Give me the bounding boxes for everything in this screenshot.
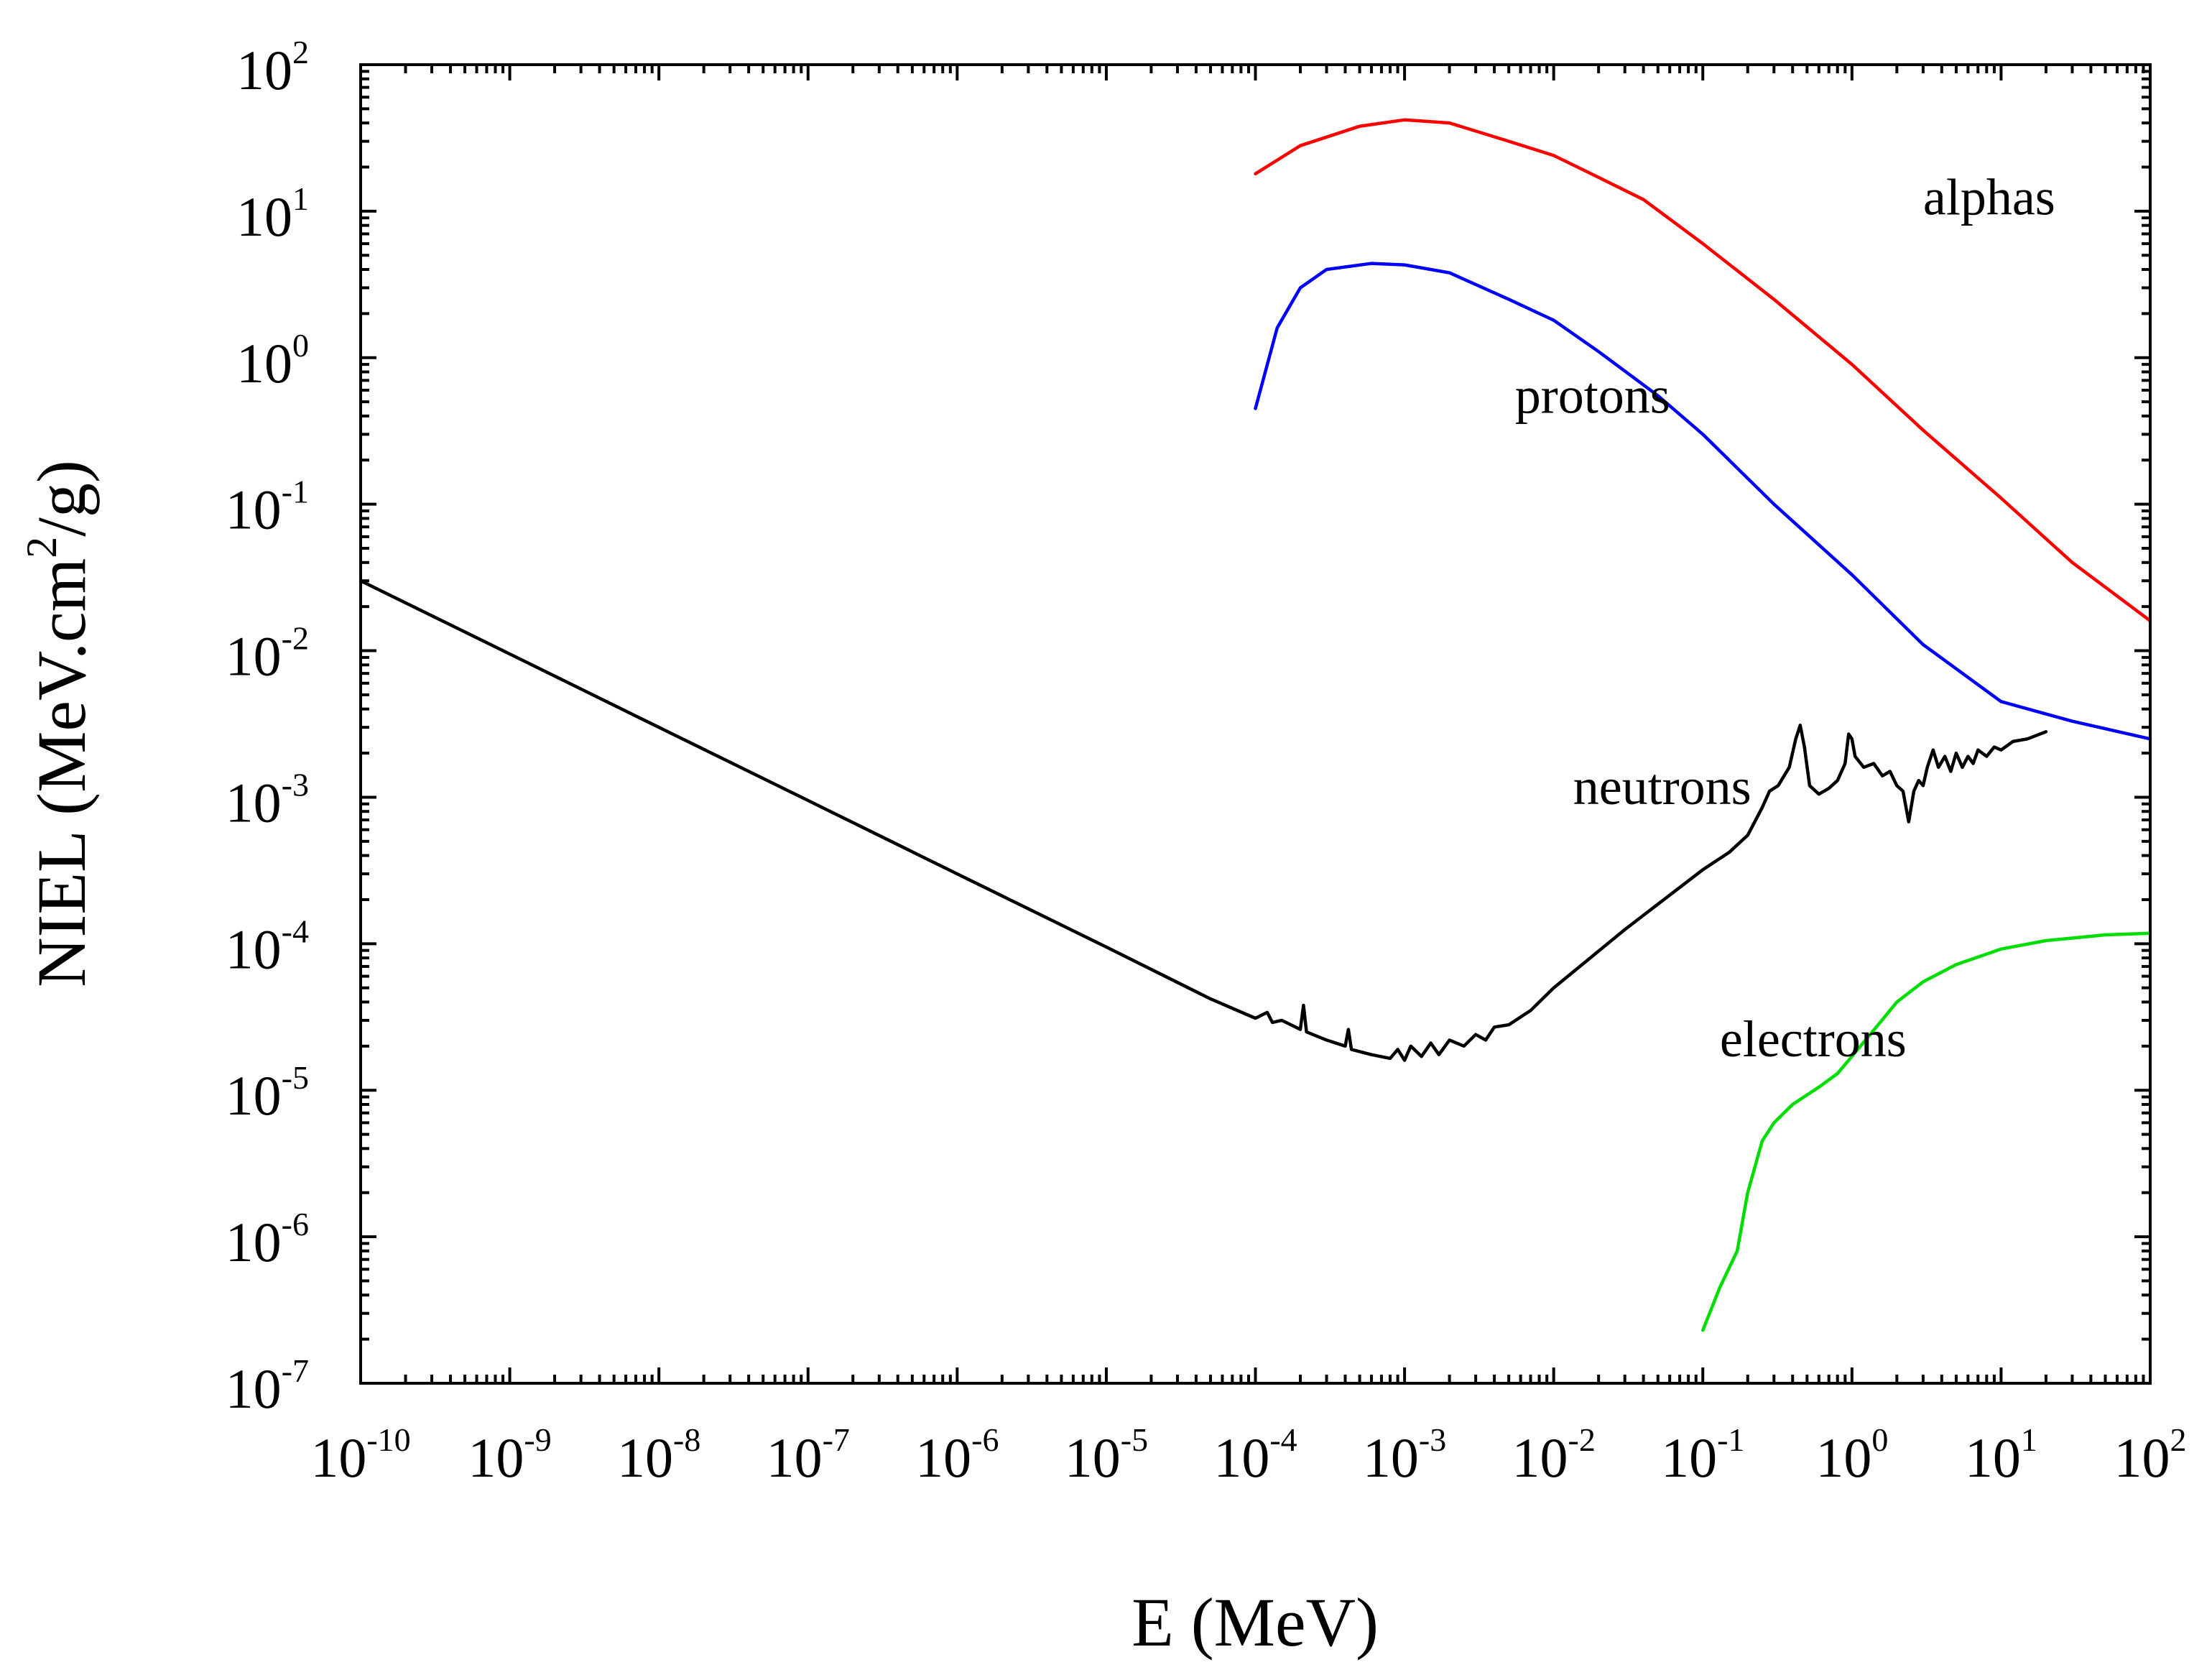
plot-frame [359, 63, 2152, 1385]
y-tick-label: 10-4 [226, 913, 309, 980]
x-tick-label: 101 [1965, 1421, 2037, 1489]
x-tick-label: 10-7 [767, 1421, 850, 1489]
y-tick-label: 10-7 [226, 1352, 309, 1420]
y-tick-label: 101 [236, 180, 309, 248]
y-tick-label: 102 [236, 34, 309, 101]
x-tick-label: 10-3 [1363, 1421, 1446, 1489]
series-line-neutrons [358, 579, 2048, 1062]
y-tick-label: 10-3 [226, 766, 309, 834]
x-tick-label: 10-1 [1661, 1421, 1744, 1489]
y-tick-label: 10-6 [226, 1206, 309, 1273]
y-tick-label: 100 [236, 327, 309, 394]
series-layer [358, 118, 2152, 1332]
x-axis-title: E (MeV) [1132, 1584, 1379, 1661]
y-axis-title: NIEL (MeV.cm2/g) [18, 460, 100, 987]
x-tick-label: 10-9 [468, 1421, 551, 1489]
y-tick-label: 10-1 [226, 474, 309, 541]
x-tick-label: 10-8 [617, 1421, 700, 1489]
series-label-alphas: alphas [1923, 168, 2055, 226]
y-tick-label: 10-5 [226, 1059, 309, 1127]
tick-layer [359, 63, 2152, 1385]
series-line-protons [1254, 262, 2152, 741]
x-tick-label: 100 [1815, 1421, 1888, 1489]
x-tick-label: 10-4 [1213, 1421, 1297, 1489]
x-tick-label: 10-10 [310, 1421, 410, 1489]
x-tick-label: 10-6 [915, 1421, 999, 1489]
series-label-electrons: electrons [1720, 1010, 1907, 1068]
series-label-neutrons: neutrons [1573, 758, 1751, 816]
x-tick-label: 10-2 [1512, 1421, 1596, 1489]
series-line-alphas [1254, 118, 2152, 623]
series-label-protons: protons [1515, 367, 1670, 425]
y-tick-label: 10-2 [226, 620, 309, 688]
y-axis-title-superscript: 2 [18, 537, 65, 558]
series-label-layer: alphas protons neutrons electrons [1515, 168, 2055, 1068]
y-axis-title-suffix: /g) [23, 460, 100, 537]
series-line-electrons [1701, 931, 2152, 1332]
x-tick-label: 102 [2114, 1421, 2187, 1489]
y-axis-title-main: NIEL (MeV.cm [23, 558, 100, 987]
tick-label-layer: 10-10 10-9 10-8 10-7 10-6 10-5 10-4 10-3 10-2 10-… [226, 34, 2187, 1489]
x-tick-label: 10-5 [1065, 1421, 1148, 1489]
